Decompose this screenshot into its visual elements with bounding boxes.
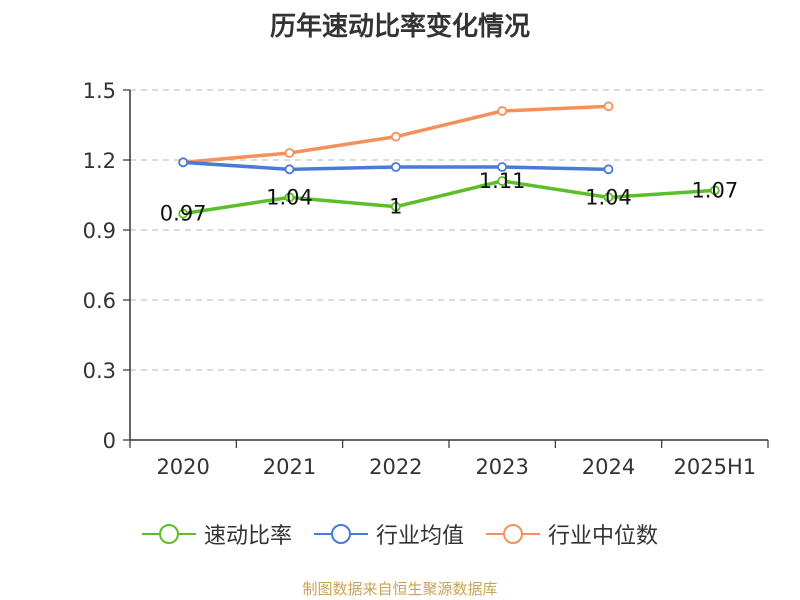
- x-tick-label: 2020: [156, 455, 209, 479]
- data-point: [497, 176, 508, 186]
- x-tick-label: 2022: [369, 455, 422, 479]
- legend: 速动比率 行业均值 行业中位数: [0, 518, 800, 550]
- y-tick-label: 1.2: [83, 149, 116, 173]
- data-label: 1.04: [585, 185, 632, 209]
- data-point: [603, 101, 614, 112]
- y-tick-label: 0.9: [83, 219, 116, 243]
- legend-item-quick-ratio[interactable]: 速动比率: [141, 518, 292, 550]
- data-label: 0.97: [160, 202, 207, 226]
- x-tick-label: 2025H1: [674, 455, 757, 479]
- y-tick-label: 0.6: [83, 289, 116, 313]
- legend-swatch-industry-mean: [313, 524, 368, 544]
- data-label: 1: [389, 195, 402, 219]
- data-point: [390, 201, 401, 212]
- data-point: [390, 162, 401, 172]
- source-note: 制图数据来自恒生聚源数据库: [302, 580, 498, 598]
- y-tick-label: 0.3: [83, 359, 116, 383]
- data-point: [497, 106, 508, 116]
- data-point: [284, 148, 295, 158]
- y-tick-label: 1.5: [83, 79, 116, 103]
- legend-label-industry-mean: 行业均值: [375, 524, 464, 549]
- y-tick-label: 0: [103, 429, 116, 453]
- data-point: [709, 185, 720, 196]
- chart-title: 历年速动比率变化情况: [269, 12, 530, 42]
- x-tick-label: 2021: [263, 455, 316, 479]
- data-point: [603, 192, 614, 203]
- legend-label-quick-ratio: 速动比率: [203, 524, 292, 549]
- legend-swatch-industry-median: [486, 524, 540, 544]
- data-label: 1.11: [479, 169, 526, 193]
- data-point: [284, 192, 295, 203]
- data-point: [497, 162, 508, 172]
- legend-swatch-quick-ratio: [141, 524, 196, 544]
- legend-label-industry-median: 行业中位数: [548, 524, 659, 549]
- data-point: [284, 164, 295, 175]
- data-point: [603, 164, 614, 175]
- series-line-0: [182, 179, 715, 216]
- legend-item-industry-median[interactable]: 行业中位数: [486, 518, 658, 550]
- data-point: [390, 131, 401, 142]
- x-tick-label: 2024: [582, 455, 635, 479]
- data-point: [178, 157, 189, 168]
- data-point: [178, 208, 189, 219]
- data-label: 1.04: [266, 185, 313, 209]
- x-tick-label: 2023: [475, 455, 528, 479]
- data-label: 1.07: [691, 178, 738, 202]
- legend-item-industry-mean[interactable]: 行业均值: [313, 518, 464, 550]
